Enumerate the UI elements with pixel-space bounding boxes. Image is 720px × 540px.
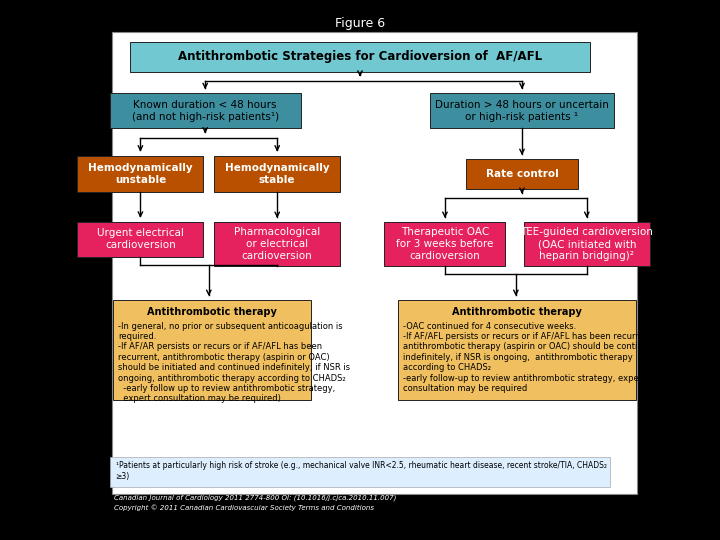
Text: Hemodynamically
unstable: Hemodynamically unstable	[88, 163, 193, 185]
Bar	[78, 156, 203, 192]
Text: Pharmacological
or electrical
cardioversion: Pharmacological or electrical cardiovers…	[234, 227, 320, 261]
Text: Antithrombotic therapy: Antithrombotic therapy	[148, 307, 277, 317]
Text: Canadian Journal of Cardiology 2011 2774-800 OI: (10.1016/j.cjca.2010.11.007): Canadian Journal of Cardiology 2011 2774…	[114, 495, 396, 501]
Bar	[215, 222, 340, 266]
Text: Antithrombotic Strategies for Cardioversion of  AF/AFL: Antithrombotic Strategies for Cardiovers…	[178, 50, 542, 63]
Text: TEE-guided cardioversion
(OAC initiated with
heparin bridging)²: TEE-guided cardioversion (OAC initiated …	[521, 227, 653, 261]
Bar	[523, 222, 649, 266]
Text: -In general, no prior or subsequent anticoagulation is
required.
-If AF/AR persi: -In general, no prior or subsequent anti…	[118, 322, 351, 403]
Bar	[467, 159, 577, 188]
Text: Rate control: Rate control	[485, 169, 559, 179]
Bar	[113, 300, 311, 400]
Bar	[112, 32, 637, 494]
Text: Figure 6: Figure 6	[335, 17, 385, 30]
Bar	[215, 156, 340, 192]
Text: Urgent electrical
cardioversion: Urgent electrical cardioversion	[97, 228, 184, 250]
Text: -OAC continued for 4 consecutive weeks.
-If AF/AFL persists or recurs or if AF/A: -OAC continued for 4 consecutive weeks. …	[403, 322, 659, 393]
Bar	[384, 222, 505, 266]
Text: Antithrombotic therapy: Antithrombotic therapy	[452, 307, 582, 317]
Bar	[109, 93, 301, 128]
Bar	[78, 221, 203, 256]
Bar	[430, 93, 613, 128]
Text: Therapeutic OAC
for 3 weeks before
cardioversion: Therapeutic OAC for 3 weeks before cardi…	[396, 227, 494, 261]
Text: Copyright © 2011 Canadian Cardiovascular Society Terms and Conditions: Copyright © 2011 Canadian Cardiovascular…	[114, 505, 374, 511]
Bar	[130, 42, 590, 71]
Bar	[398, 300, 636, 400]
Text: ¹Patients at particularly high risk of stroke (e.g., mechanical valve INR<2.5, r: ¹Patients at particularly high risk of s…	[116, 461, 606, 481]
Text: Duration > 48 hours or uncertain
or high-risk patients ¹: Duration > 48 hours or uncertain or high…	[435, 100, 609, 122]
Bar	[110, 457, 610, 487]
Text: Known duration < 48 hours
(and not high-risk patients¹): Known duration < 48 hours (and not high-…	[132, 100, 279, 122]
Text: Hemodynamically
stable: Hemodynamically stable	[225, 163, 330, 185]
